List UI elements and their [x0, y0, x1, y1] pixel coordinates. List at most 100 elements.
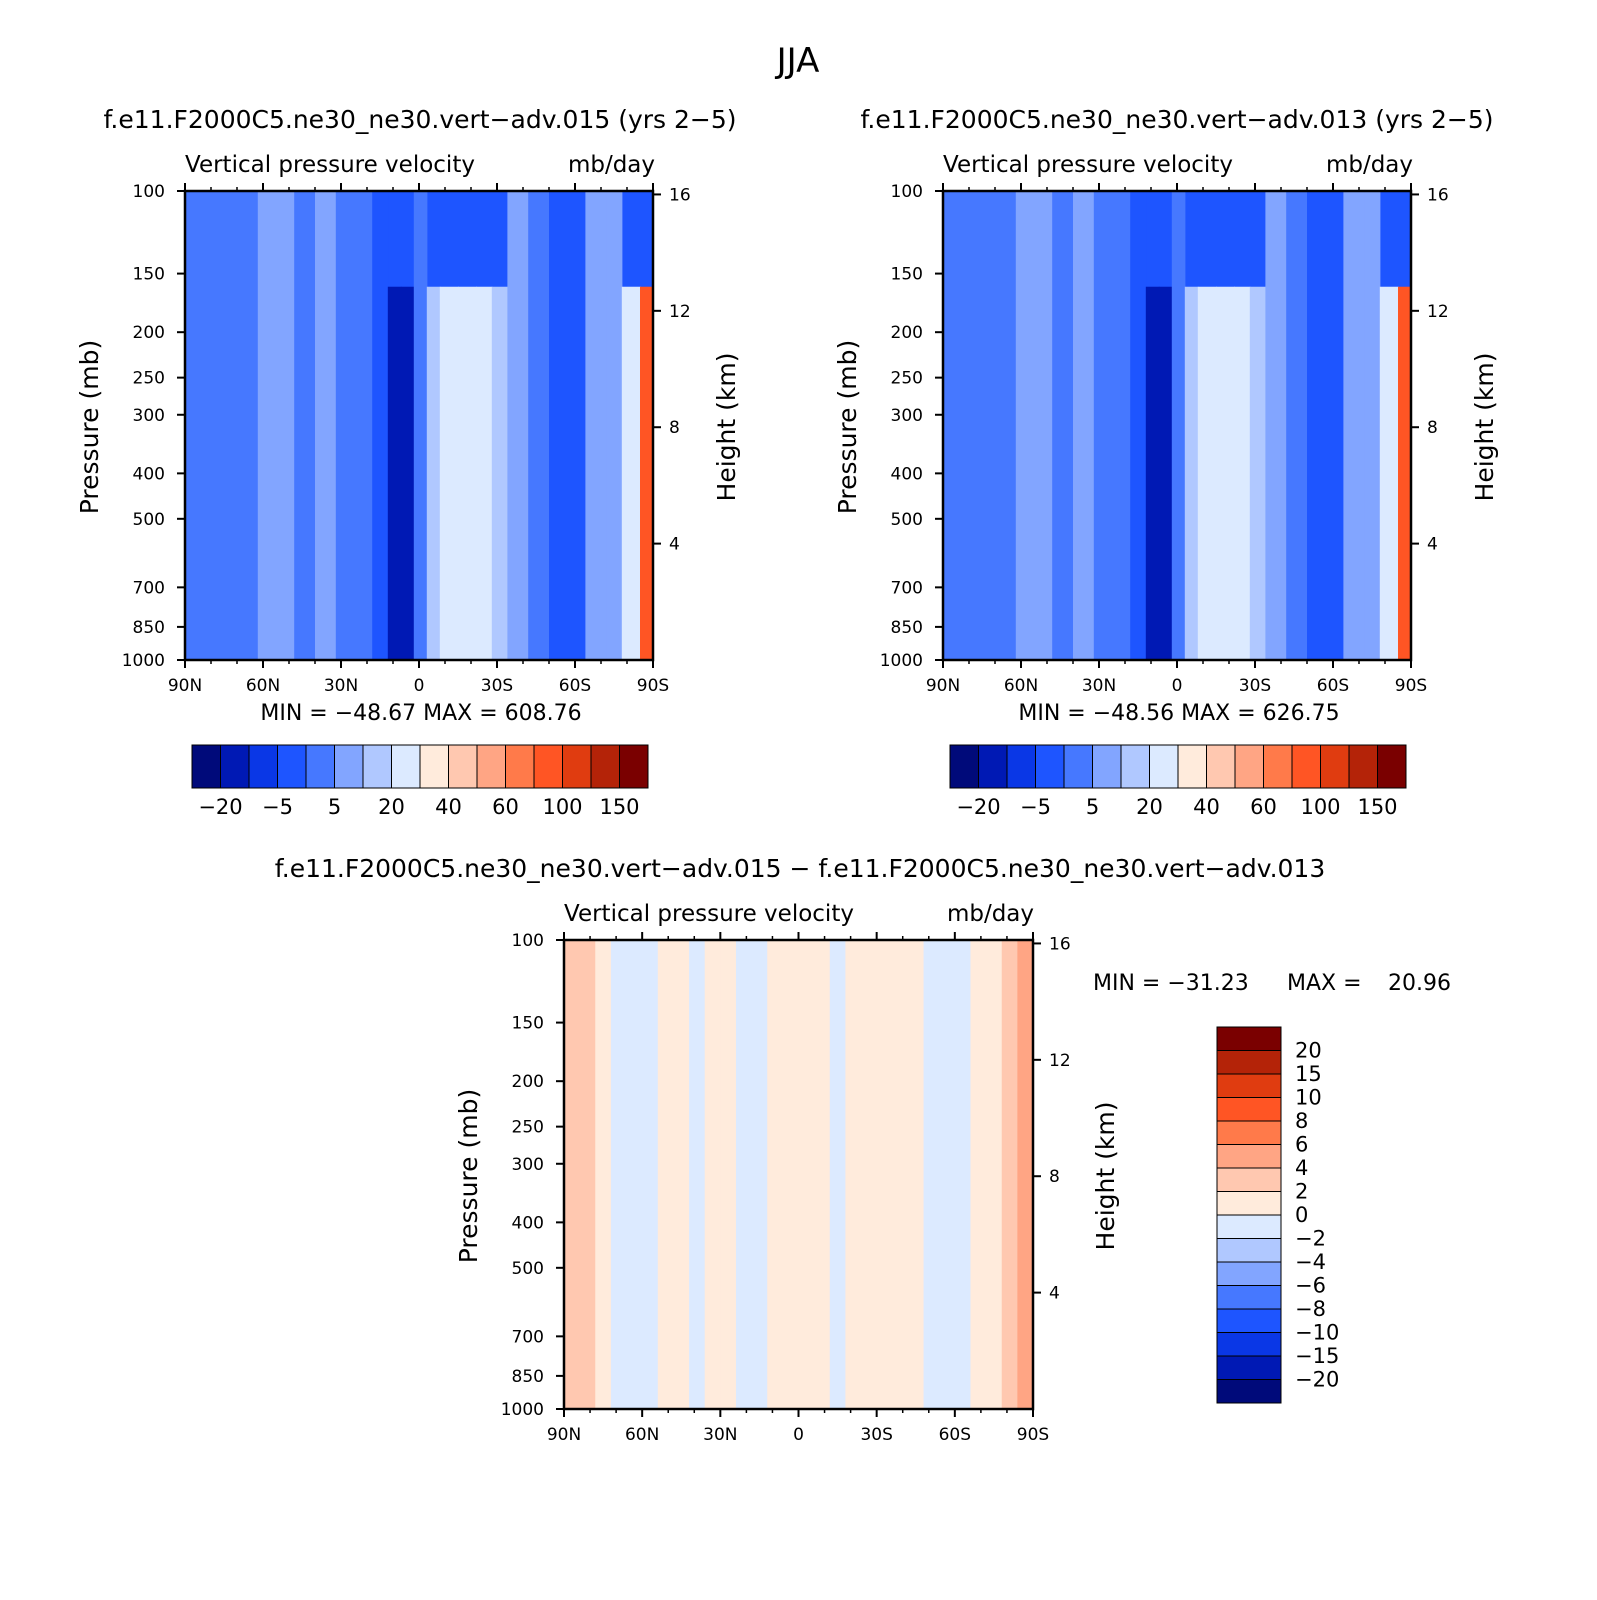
p3-xtick-label: 60S: [939, 1425, 971, 1445]
p2-field-band: [1073, 191, 1095, 660]
figure-title: JJA: [775, 41, 820, 81]
p3-ytick-label: 150: [512, 1014, 544, 1034]
p1-field-band: [185, 191, 199, 660]
panel-1-ylabel: Pressure (mb): [75, 340, 104, 514]
p3-colorbar-box: [1216, 1097, 1282, 1122]
p1-ytick-label: 150: [133, 265, 165, 285]
p3-field-band: [642, 940, 659, 1409]
p3-field-band: [626, 940, 643, 1409]
p2-field-band: [943, 191, 957, 660]
panel-3-stats-max-value: 20.96: [1388, 971, 1451, 996]
p3-field-band: [986, 940, 1003, 1409]
p2-colorbar-box: [1120, 744, 1150, 789]
p3-colorbar-box: [1216, 1308, 1282, 1333]
p2-field-band: [1093, 191, 1113, 660]
p1-colorbar-box: [334, 744, 364, 789]
p1-colorbar-box: [419, 744, 449, 789]
p1-colorbar-box: [191, 744, 221, 789]
panel-2-subtitle-right: mb/day: [1326, 152, 1413, 178]
p1-ytick-right-label: 4: [669, 535, 680, 555]
p2-colorbar-label: −5: [1020, 795, 1051, 819]
p2-xtick-label: 60S: [1317, 676, 1349, 696]
p2-colorbar-label: 40: [1193, 795, 1220, 819]
p1-ytick-label: 850: [133, 618, 165, 638]
p1-field-band: [354, 191, 373, 660]
p3-colorbar-box: [1216, 1050, 1282, 1075]
p3-colorbar-label: 15: [1295, 1062, 1322, 1086]
p2-ytick-right-label: 8: [1427, 418, 1438, 438]
p1-xtick-label: 90S: [637, 676, 669, 696]
p2-ytick-label: 500: [891, 510, 923, 530]
p3-colorbar-label: 6: [1295, 1133, 1308, 1157]
p1-ytick-label: 250: [133, 369, 165, 389]
p1-field-band: [400, 286, 415, 660]
p2-colorbar-box: [1006, 744, 1036, 789]
p2-field-band: [1197, 286, 1217, 660]
p3-field-band: [829, 940, 846, 1409]
p2-ytick-right-label: 12: [1427, 302, 1449, 322]
p3-ytick-label: 500: [512, 1259, 544, 1279]
p1-field-band: [294, 191, 316, 660]
p1-colorbar-box: [533, 744, 563, 789]
p3-field-band: [610, 940, 628, 1409]
p3-field-band: [767, 940, 784, 1409]
p3-field-band: [595, 940, 612, 1409]
p2-colorbar-box: [1035, 744, 1065, 789]
p1-field-band: [315, 191, 337, 660]
p1-colorbar-box: [248, 744, 278, 789]
p2-colorbar-label: 20: [1136, 795, 1163, 819]
p3-colorbar-label: 8: [1295, 1109, 1308, 1133]
p1-xtick-label: 60S: [559, 676, 591, 696]
p2-colorbar-box: [1263, 744, 1293, 789]
p1-colorbar-box: [562, 744, 592, 789]
p3-field-band: [657, 940, 675, 1409]
p3-field-band: [564, 940, 581, 1409]
panel-1: f.e11.F2000C5.ne30_ne30.vert−adv.015 (yr…: [75, 105, 741, 819]
p1-xtick-label: 30N: [324, 676, 358, 696]
p3-colorbar-label: −2: [1295, 1227, 1326, 1251]
p1-field-band: [621, 286, 641, 660]
p3-ytick-label: 1000: [501, 1400, 544, 1420]
p1-field-band: [569, 191, 586, 660]
p3-colorbar-label: −20: [1295, 1368, 1339, 1392]
p3-field-band: [1001, 940, 1018, 1409]
p2-colorbar-label: 5: [1086, 795, 1099, 819]
p1-colorbar-label: 100: [542, 795, 582, 819]
p3-ytick-right-label: 4: [1049, 1284, 1060, 1304]
p3-colorbar-box: [1216, 1214, 1282, 1239]
p2-ytick-label: 100: [891, 182, 923, 202]
p1-field-band: [372, 191, 389, 660]
p3-colorbar-label: −15: [1295, 1344, 1339, 1368]
p2-field-band: [1130, 191, 1147, 660]
panel-1-subtitle-left: Vertical pressure velocity: [185, 152, 475, 178]
p1-field-band: [491, 286, 508, 660]
p2-colorbar-box: [1177, 744, 1207, 789]
p1-ytick-label: 400: [133, 464, 165, 484]
p3-ytick-label: 850: [512, 1367, 544, 1387]
p2-field-band: [1234, 286, 1251, 660]
p1-colorbar-box: [305, 744, 335, 789]
panel-1-stats: MIN = −48.67 MAX = 608.76: [260, 701, 581, 726]
p2-colorbar-box: [1234, 744, 1264, 789]
p2-colorbar-box: [1348, 744, 1378, 789]
p2-ytick-label: 400: [891, 464, 923, 484]
panel-2-ylabel-right: Height (km): [1470, 353, 1499, 502]
p3-field-band: [939, 940, 956, 1409]
p3-colorbar-box: [1216, 1167, 1282, 1192]
p1-colorbar-label: −5: [262, 795, 293, 819]
p3-colorbar-label: −4: [1295, 1250, 1326, 1274]
p1-ytick-label: 100: [133, 182, 165, 202]
p3-colorbar-label: 10: [1295, 1086, 1322, 1110]
p1-xtick-label: 0: [414, 676, 425, 696]
p1-field-band: [216, 191, 238, 660]
panel-3-stats-max-label: MAX =: [1287, 971, 1362, 996]
p3-colorbar-box: [1216, 1238, 1282, 1263]
p2-colorbar-label: −20: [956, 795, 1000, 819]
p3-colorbar-label: 0: [1295, 1203, 1308, 1227]
panel-3-ylabel: Pressure (mb): [454, 1089, 483, 1263]
p1-field-band: [476, 286, 493, 660]
p1-field-band: [426, 286, 441, 660]
p2-colorbar-box: [1320, 744, 1350, 789]
p1-ytick-right-label: 8: [669, 418, 680, 438]
